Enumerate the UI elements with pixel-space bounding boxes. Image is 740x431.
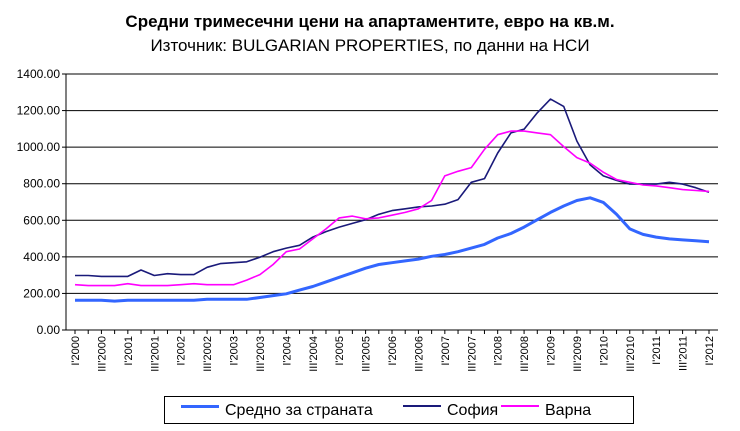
x-tick-label: III'2005 <box>361 336 373 372</box>
x-tick-label: III'2010 <box>625 336 637 372</box>
x-tick-label: III'2006 <box>413 336 425 372</box>
x-tick-label: I'2008 <box>493 336 505 366</box>
series-line-2 <box>74 130 710 287</box>
x-tick-label: III'2002 <box>202 336 214 372</box>
x-tick-label: III'2004 <box>308 336 320 372</box>
x-tick-label: III'2001 <box>149 336 161 372</box>
y-tick-label: 200.00 <box>23 286 60 300</box>
series-line-1 <box>75 98 710 278</box>
y-tick-label: 600.00 <box>23 213 60 227</box>
x-tick-label: III'2011 <box>678 336 690 371</box>
x-tick-label: I'2011 <box>651 336 663 365</box>
x-tick-label: I'2001 <box>123 336 135 366</box>
y-tick-label: 800.00 <box>23 177 60 191</box>
x-tick-label: I'2005 <box>334 336 346 366</box>
legend-swatch-varna <box>501 405 539 407</box>
y-tick-label: 1400.00 <box>17 67 61 81</box>
legend-label-varna: Варна <box>545 402 592 419</box>
x-tick-label: I'2006 <box>387 336 399 366</box>
series-line-0 <box>75 196 710 303</box>
legend-label-sofia: София <box>447 402 499 419</box>
x-tick-label: III'2003 <box>255 336 267 372</box>
x-tick-label: I'2003 <box>229 336 241 366</box>
x-tick-label: III'2009 <box>572 336 584 372</box>
y-tick-label: 0.00 <box>37 323 61 337</box>
x-tick-label: I'2009 <box>546 336 558 366</box>
x-tick-label: III'2008 <box>519 336 531 372</box>
x-tick-label: I'2000 <box>70 336 82 366</box>
x-tick-label: I'2007 <box>440 336 452 366</box>
legend-label-national: Средно за страната <box>225 402 373 419</box>
x-tick-label: I'2004 <box>281 336 293 366</box>
chart-subtitle: Източник: BULGARIAN PROPERTIES, по данни… <box>150 36 590 55</box>
x-tick-label: I'2010 <box>598 336 610 366</box>
x-tick-label: I'2012 <box>704 336 716 366</box>
chart-title: Средни тримесечни цени на апартаментите,… <box>125 12 615 31</box>
legend: Средно за страната София Варна <box>164 396 634 424</box>
x-tick-label: III'2007 <box>466 336 478 372</box>
x-tick-label: III'2000 <box>96 336 108 372</box>
y-tick-label: 1000.00 <box>17 140 61 154</box>
y-tick-label: 400.00 <box>23 250 60 264</box>
legend-swatch-national <box>181 405 219 408</box>
y-tick-label: 1200.00 <box>17 104 61 118</box>
legend-swatch-sofia <box>403 405 441 407</box>
x-tick-label: I'2002 <box>176 336 188 366</box>
